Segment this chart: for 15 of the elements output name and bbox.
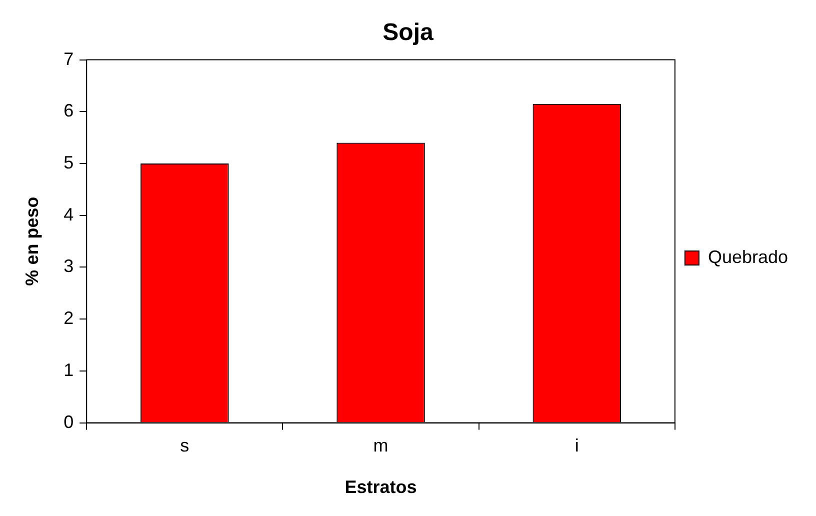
x-tick-label: s	[180, 436, 190, 456]
y-tick-label: 7	[64, 48, 74, 69]
y-tick-label: 4	[64, 204, 74, 224]
legend-label: Quebrado	[708, 246, 788, 267]
y-tick-label: 1	[64, 360, 74, 380]
x-tick-label: m	[373, 436, 388, 456]
y-tick-label: 6	[64, 100, 74, 121]
chart-title: Soja	[382, 19, 434, 46]
y-tick-label: 0	[64, 412, 74, 432]
y-tick-label: 5	[64, 152, 74, 172]
y-tick-label: 2	[64, 308, 74, 328]
x-axis-title: Estratos	[344, 477, 417, 498]
y-tick-label: 3	[64, 256, 74, 276]
x-tick-label: i	[574, 436, 579, 456]
y-axis-title: % en peso	[22, 196, 42, 286]
